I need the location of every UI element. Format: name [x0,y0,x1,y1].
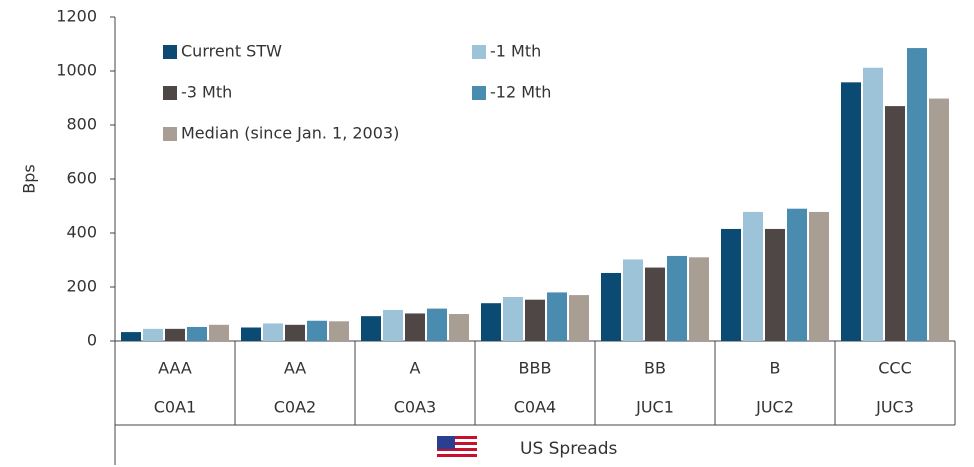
legend-swatch [472,86,486,100]
bar [209,324,229,341]
y-tick-label: 1000 [56,61,97,80]
x-tick-label: BB [644,359,666,378]
x-tick-label: AA [284,359,306,378]
bar [187,326,207,341]
bar [263,323,283,341]
x-tick-label: A [410,359,421,378]
bar [143,328,163,341]
bar [743,211,763,341]
bar [285,324,305,341]
legend-label: -3 Mth [181,83,232,102]
bar [885,106,905,341]
y-tick-label: 600 [66,169,97,188]
y-tick-label: 800 [66,115,97,134]
bar [449,314,469,341]
x-tick-label: CCC [878,359,912,378]
bar [765,228,785,341]
x-tick-code: C0A4 [514,398,556,417]
bar [481,303,501,341]
x-tick-label: B [770,359,781,378]
y-tick-label: 400 [66,223,97,242]
x-tick-label: BBB [519,359,552,378]
x-tick-code: C0A3 [394,398,436,417]
bar [241,327,261,341]
bar [361,316,381,341]
legend-swatch [163,127,177,141]
bar [907,48,927,342]
bar [525,299,545,341]
bar [121,332,141,341]
x-tick-label: AAA [158,359,192,378]
y-tick-label: 0 [87,331,97,350]
bar [809,211,829,341]
legend-label: -1 Mth [490,42,541,61]
bar [841,82,861,341]
legend-label: Median (since Jan. 1, 2003) [181,124,399,143]
x-tick-code: C0A2 [274,398,316,417]
y-axis-label: Bps [20,164,39,193]
bar [547,292,567,341]
bar [667,255,687,341]
legend-swatch [472,45,486,59]
bar [165,328,185,341]
x-tick-code: JUC2 [755,398,794,417]
bar [645,267,665,341]
bar [601,272,621,341]
x-tick-code: C0A1 [154,398,196,417]
y-tick-label: 1200 [56,7,97,26]
bar [503,296,523,341]
x-tick-code: JUC3 [875,398,914,417]
legend-label: Current STW [181,42,282,61]
bar [383,309,403,341]
bar [569,295,589,341]
bar [329,321,349,341]
bar [787,208,807,341]
y-tick-label: 200 [66,277,97,296]
bar [427,308,447,341]
bar [863,67,883,341]
bar [307,320,327,341]
x-tick-code: JUC1 [635,398,674,417]
legend-label: -12 Mth [490,83,551,102]
bar [929,98,949,341]
bar [623,259,643,341]
legend-swatch [163,86,177,100]
bar [721,228,741,341]
flag-icon [437,436,477,460]
x-axis-label: US Spreads [520,439,618,459]
bar [689,257,709,341]
legend-swatch [163,45,177,59]
bar [405,313,425,341]
